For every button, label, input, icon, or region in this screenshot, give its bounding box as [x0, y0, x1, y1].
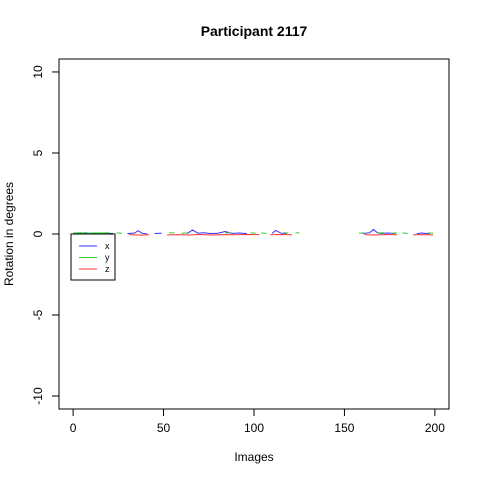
y-tick-label: 0: [31, 230, 45, 237]
y-tick-label: -5: [31, 309, 45, 320]
x-tick-label: 0: [70, 421, 77, 435]
y-tick-label: 10: [31, 65, 45, 79]
x-tick-label: 100: [244, 421, 264, 435]
legend-label-z: z: [105, 264, 110, 274]
y-tick-label: 5: [31, 149, 45, 156]
x-tick-label: 200: [425, 421, 445, 435]
x-axis-label: Images: [234, 450, 273, 464]
legend-label-x: x: [105, 241, 110, 251]
y-axis-label: Rotation in degrees: [2, 182, 16, 286]
x-tick-label: 50: [157, 421, 171, 435]
x-tick-label: 150: [334, 421, 354, 435]
legend-label-y: y: [105, 253, 110, 263]
chart-title: Participant 2117: [201, 23, 308, 39]
legend: xyz: [71, 234, 115, 280]
y-tick-label: -10: [31, 387, 45, 405]
